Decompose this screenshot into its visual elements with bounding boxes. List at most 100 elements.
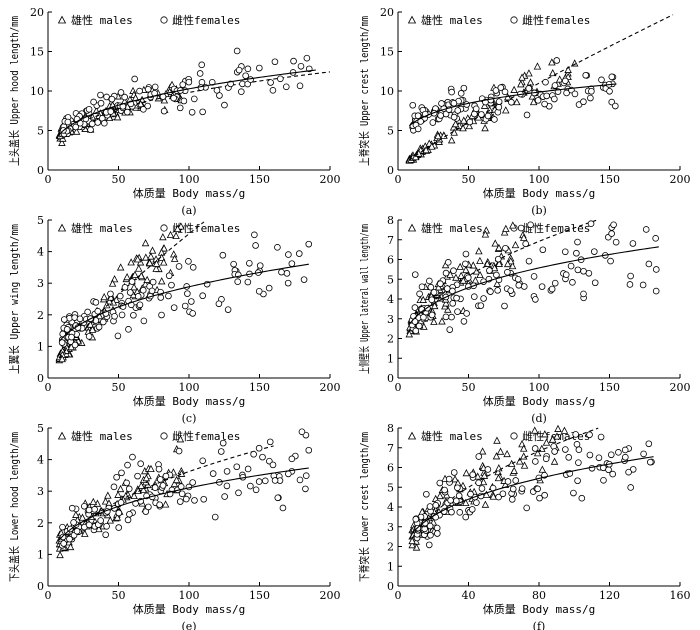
data-point-female	[189, 264, 197, 271]
data-point-female	[450, 267, 457, 275]
data-point-female	[430, 289, 438, 296]
y-axis-title: 上头盖长 Upper hood length/mm	[7, 16, 21, 166]
data-point-female	[462, 513, 470, 521]
y-tick-label: 5	[37, 125, 44, 138]
data-point-female	[615, 449, 622, 456]
data-point-female	[305, 240, 313, 248]
legend: 雄性 males 雌性females	[407, 221, 590, 235]
data-point-female	[191, 95, 198, 103]
data-point-female	[235, 66, 243, 74]
data-point-male	[136, 100, 145, 108]
data-point-female	[244, 278, 252, 286]
data-point-female	[414, 112, 422, 120]
data-point-male	[495, 243, 503, 252]
y-tick-label: 2	[387, 333, 394, 346]
data-point-female	[302, 472, 310, 479]
data-point-female	[199, 108, 206, 116]
data-point-female	[578, 494, 586, 502]
y-tick-label: 0	[37, 580, 44, 593]
data-point-female	[144, 102, 151, 110]
data-point-female	[597, 433, 605, 441]
data-point-female	[587, 94, 594, 102]
data-point-female	[532, 458, 539, 465]
data-point-male	[465, 122, 474, 130]
data-point-male	[422, 145, 430, 154]
data-point-male	[457, 271, 465, 279]
data-point-female	[610, 221, 617, 229]
x-tick-label: 100	[179, 381, 200, 394]
data-point-female	[219, 439, 227, 447]
data-point-male	[95, 524, 103, 533]
data-point-female	[497, 84, 505, 91]
data-point-female	[145, 503, 152, 511]
data-point-female	[504, 478, 512, 485]
data-point-female	[527, 221, 534, 229]
data-point-male	[496, 447, 505, 455]
data-point-male	[170, 479, 179, 487]
data-point-male	[161, 500, 170, 508]
data-point-female	[642, 226, 650, 233]
data-point-female	[561, 248, 569, 256]
x-tick-label: 200	[670, 381, 691, 394]
data-point-female	[71, 314, 78, 321]
data-point-female	[156, 476, 164, 483]
data-point-female	[411, 271, 419, 278]
data-point-female	[170, 304, 178, 311]
data-point-male	[502, 224, 510, 232]
data-point-female	[567, 262, 575, 270]
fit-curve-females	[58, 69, 316, 135]
x-axis-title: 体质量 Body mass/g	[133, 186, 245, 200]
data-point-male	[95, 312, 104, 320]
data-point-female	[580, 267, 587, 275]
data-point-male	[72, 127, 81, 135]
y-axis-title: 下脊突长 Lower crest length/mm	[357, 432, 371, 582]
y-tick-label: 1	[387, 560, 394, 573]
data-point-male	[495, 259, 503, 267]
data-point-male	[131, 270, 139, 278]
y-tick-label: 3	[387, 521, 394, 534]
series-males	[55, 435, 274, 559]
data-point-male	[159, 233, 167, 241]
data-point-female	[608, 230, 615, 237]
data-point-female	[426, 503, 434, 510]
data-point-female	[168, 281, 175, 289]
y-tick-label: 4	[37, 246, 44, 259]
data-point-female	[278, 268, 285, 276]
data-point-female	[460, 318, 468, 325]
data-point-male	[122, 492, 130, 500]
data-point-female	[180, 97, 188, 105]
legend-circle-marker	[160, 224, 168, 232]
panel-label: (a)	[181, 204, 196, 217]
data-point-female	[251, 231, 258, 239]
data-point-female	[543, 92, 550, 100]
data-point-male	[502, 106, 510, 114]
legend-triangle-marker	[407, 15, 417, 24]
data-point-female	[508, 98, 515, 106]
data-point-female	[128, 278, 136, 285]
data-point-female	[233, 463, 241, 471]
data-point-female	[541, 100, 548, 108]
data-point-male	[548, 58, 556, 66]
data-point-female	[259, 453, 266, 461]
data-point-male	[78, 513, 87, 521]
data-point-female	[507, 287, 515, 294]
data-point-female	[124, 461, 131, 469]
data-point-female	[523, 504, 530, 512]
data-point-female	[647, 458, 654, 466]
data-point-male	[515, 457, 524, 465]
data-point-male	[508, 261, 517, 270]
data-point-female	[504, 268, 511, 276]
data-point-female	[573, 249, 580, 257]
data-point-female	[246, 259, 253, 267]
data-point-female	[102, 531, 109, 539]
data-point-female	[121, 284, 129, 291]
data-point-male	[148, 246, 157, 254]
x-tick-label: 0	[45, 381, 52, 394]
data-point-female	[562, 271, 570, 278]
data-point-female	[283, 270, 291, 277]
data-point-female	[470, 293, 478, 301]
data-point-male	[170, 254, 179, 262]
data-point-male	[503, 449, 511, 458]
data-point-male	[461, 498, 470, 507]
